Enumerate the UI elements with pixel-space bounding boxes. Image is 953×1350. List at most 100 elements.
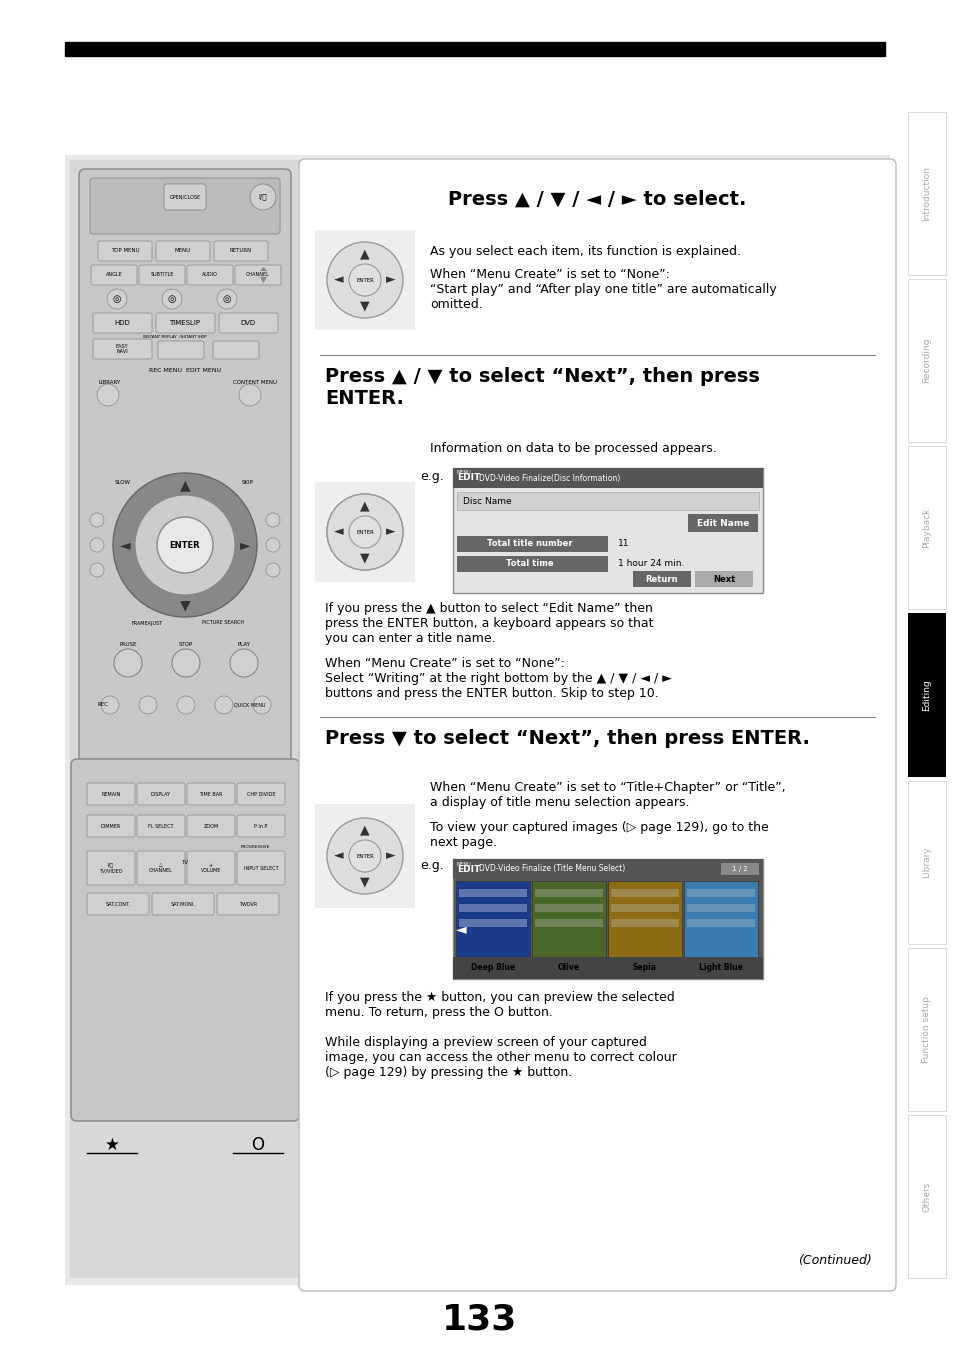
Text: PAUSE: PAUSE (119, 643, 136, 648)
FancyBboxPatch shape (87, 892, 149, 915)
FancyBboxPatch shape (137, 783, 185, 805)
Circle shape (214, 697, 233, 714)
FancyBboxPatch shape (187, 815, 234, 837)
Bar (687, 514, 758, 532)
FancyBboxPatch shape (139, 265, 185, 285)
Bar (532, 957, 605, 979)
Text: 133: 133 (442, 1303, 517, 1336)
Bar (907, 1115, 945, 1278)
Circle shape (327, 494, 402, 570)
Text: Press ▲ / ▼ to select “Next”, then press
ENTER.: Press ▲ / ▼ to select “Next”, then press… (325, 367, 760, 408)
Bar (686, 904, 754, 913)
Circle shape (266, 563, 280, 576)
Text: ◄: ◄ (119, 539, 131, 552)
FancyBboxPatch shape (236, 783, 285, 805)
Circle shape (107, 289, 127, 309)
Text: ►: ► (386, 525, 395, 539)
Text: Light Blue: Light Blue (699, 964, 742, 972)
Text: SAT.CONT.: SAT.CONT. (106, 902, 131, 906)
Bar (686, 919, 754, 927)
Text: TV: TV (181, 860, 189, 864)
Bar (453, 468, 762, 487)
Bar (456, 957, 530, 979)
Text: Total title number: Total title number (487, 540, 572, 548)
Text: ◎: ◎ (168, 294, 176, 304)
Text: DISPLAY: DISPLAY (151, 791, 171, 796)
Text: FL SELECT: FL SELECT (148, 824, 173, 829)
Text: Information on data to be processed appears.: Information on data to be processed appe… (430, 441, 716, 455)
FancyBboxPatch shape (87, 815, 135, 837)
Text: Playback: Playback (922, 508, 930, 548)
FancyBboxPatch shape (187, 265, 233, 285)
Text: Recording: Recording (922, 338, 930, 383)
FancyBboxPatch shape (137, 815, 185, 837)
Bar (70, 161, 302, 1278)
Text: CHANNEL: CHANNEL (246, 273, 270, 278)
Text: Press ▼ to select “Next”, then press ENTER.: Press ▼ to select “Next”, then press ENT… (325, 729, 809, 748)
Text: RETURN: RETURN (230, 248, 252, 254)
Text: REMAIN: REMAIN (101, 791, 121, 796)
Bar (907, 112, 945, 275)
Text: P in P: P in P (254, 824, 268, 829)
Text: INPUT SELECT: INPUT SELECT (243, 865, 278, 871)
Circle shape (349, 840, 380, 872)
Circle shape (139, 697, 157, 714)
FancyBboxPatch shape (91, 265, 137, 285)
Text: TIME BAR: TIME BAR (199, 791, 222, 796)
FancyBboxPatch shape (156, 313, 214, 333)
Text: e.g.: e.g. (419, 470, 443, 483)
Text: Total time: Total time (506, 559, 554, 568)
Text: When “Menu Create” is set to “None”:
“Start play” and “After play one title” are: When “Menu Create” is set to “None”: “St… (430, 269, 776, 311)
Text: ◄: ◄ (334, 274, 343, 286)
FancyBboxPatch shape (156, 242, 210, 261)
FancyBboxPatch shape (137, 850, 185, 886)
Text: SUBTITLE: SUBTITLE (151, 273, 173, 278)
Text: SLOW: SLOW (114, 481, 131, 485)
Text: When “Menu Create” is set to “None”:
Select “Writing” at the right bottom by the: When “Menu Create” is set to “None”: Sel… (325, 657, 671, 701)
Text: ►: ► (239, 539, 250, 552)
Bar (456, 491, 759, 510)
Text: While displaying a preview screen of your captured
image, you can access the oth: While displaying a preview screen of you… (325, 1035, 676, 1079)
Text: Deep Blue: Deep Blue (471, 964, 515, 972)
Bar (535, 919, 602, 927)
FancyBboxPatch shape (71, 759, 298, 1120)
Circle shape (239, 383, 261, 406)
Text: As you select each item, its function is explained.: As you select each item, its function is… (430, 244, 740, 258)
Text: FRAMEAJUST: FRAMEAJUST (132, 621, 162, 625)
FancyBboxPatch shape (236, 815, 285, 837)
Circle shape (216, 289, 236, 309)
FancyBboxPatch shape (158, 342, 204, 359)
FancyBboxPatch shape (234, 265, 281, 285)
Text: MENU: MENU (456, 471, 471, 475)
Text: Editing: Editing (922, 679, 930, 711)
Bar (458, 919, 526, 927)
FancyBboxPatch shape (164, 184, 206, 211)
Text: ◄: ◄ (456, 922, 466, 936)
FancyBboxPatch shape (236, 850, 285, 886)
Text: Edit Name: Edit Name (696, 518, 748, 528)
Text: AUDIO: AUDIO (202, 273, 217, 278)
Bar (607, 882, 681, 957)
Text: MENU: MENU (174, 248, 191, 254)
Text: If you press the ▲ button to select “Edit Name” then
press the ENTER button, a k: If you press the ▲ button to select “Edi… (325, 602, 653, 645)
FancyBboxPatch shape (92, 313, 152, 333)
Text: QUICK MENU: QUICK MENU (234, 702, 266, 707)
Bar (456, 882, 530, 957)
Bar (907, 447, 945, 609)
Text: O: O (252, 1135, 264, 1154)
FancyBboxPatch shape (187, 850, 234, 886)
Text: ▲: ▲ (360, 500, 370, 513)
Text: REC: REC (97, 702, 109, 707)
Bar (532, 882, 605, 957)
Circle shape (266, 513, 280, 526)
Bar (314, 805, 415, 909)
Circle shape (327, 818, 402, 894)
Bar (314, 482, 415, 582)
Circle shape (97, 383, 119, 406)
Circle shape (327, 242, 402, 319)
Text: ▼: ▼ (360, 876, 370, 888)
Text: Disc Name: Disc Name (462, 497, 511, 505)
Bar (695, 571, 752, 587)
Text: CHP DIVIDE: CHP DIVIDE (247, 791, 275, 796)
Polygon shape (260, 267, 267, 271)
